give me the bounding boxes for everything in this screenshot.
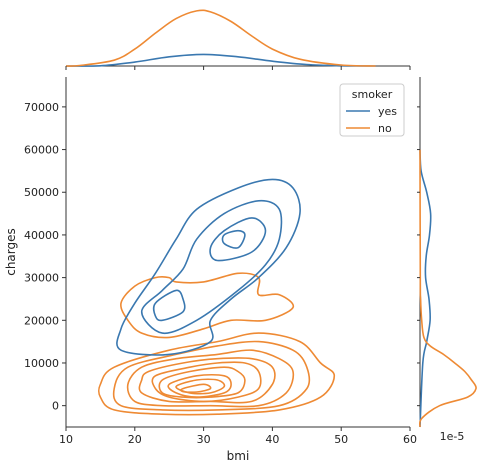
top-marginal-curve-no xyxy=(65,9,376,67)
right-marginal-offset-text: 1e-5 xyxy=(440,430,465,443)
contour-yes-4 xyxy=(221,229,246,249)
contour-no-4 xyxy=(138,357,276,404)
y-tick-label-40000: 40000 xyxy=(24,229,59,242)
contour-no-1 xyxy=(97,332,336,416)
main-plot-frame xyxy=(65,77,410,428)
legend-entry-yes: yes xyxy=(378,105,397,118)
x-tick-label-60: 60 xyxy=(403,433,417,446)
x-axis-label: bmi xyxy=(227,449,250,463)
right-marginal-plot xyxy=(418,77,477,428)
contour-yes-3 xyxy=(152,289,186,322)
contour-no-5 xyxy=(151,361,262,403)
contour-no-0 xyxy=(120,272,295,339)
contour-yes-2 xyxy=(209,217,267,262)
legend-entry-no: no xyxy=(378,122,392,135)
y-tick-label-50000: 50000 xyxy=(24,186,59,199)
y-tick-label-70000: 70000 xyxy=(24,101,59,114)
y-tick-label-10000: 10000 xyxy=(24,357,59,370)
top-marginal-curve-yes xyxy=(65,53,376,67)
x-tick-label-40: 40 xyxy=(265,433,279,446)
right-marginal-curve-no xyxy=(418,149,477,428)
contour-no-2 xyxy=(112,340,311,412)
contour-no-3 xyxy=(126,349,295,408)
legend-box xyxy=(339,83,405,137)
y-tick-label-20000: 20000 xyxy=(24,314,59,327)
x-axis-ticks: 10 20 30 40 50 60 xyxy=(59,66,417,446)
contour-layer xyxy=(97,178,336,416)
contour-no-7 xyxy=(167,373,232,398)
right-marginal-curve-yes xyxy=(419,149,432,428)
contour-no-9 xyxy=(180,383,212,394)
y-axis-ticks: 0 10000 20000 30000 40000 50000 60000 70000 xyxy=(24,101,420,413)
x-tick-label-20: 20 xyxy=(128,433,142,446)
y-axis-label: charges xyxy=(4,228,18,276)
x-tick-label-10: 10 xyxy=(59,433,73,446)
contour-no-6 xyxy=(158,366,246,399)
x-tick-label-50: 50 xyxy=(334,433,348,446)
y-tick-label-30000: 30000 xyxy=(24,272,59,285)
contour-yes-1 xyxy=(140,199,283,335)
x-tick-label-30: 30 xyxy=(197,433,211,446)
top-marginal-plot xyxy=(65,9,410,67)
y-tick-label-60000: 60000 xyxy=(24,144,59,157)
y-tick-label-0: 0 xyxy=(52,400,59,413)
contour-yes-0 xyxy=(116,178,301,356)
legend: smoker yes no xyxy=(339,83,405,137)
legend-title: smoker xyxy=(352,88,393,101)
